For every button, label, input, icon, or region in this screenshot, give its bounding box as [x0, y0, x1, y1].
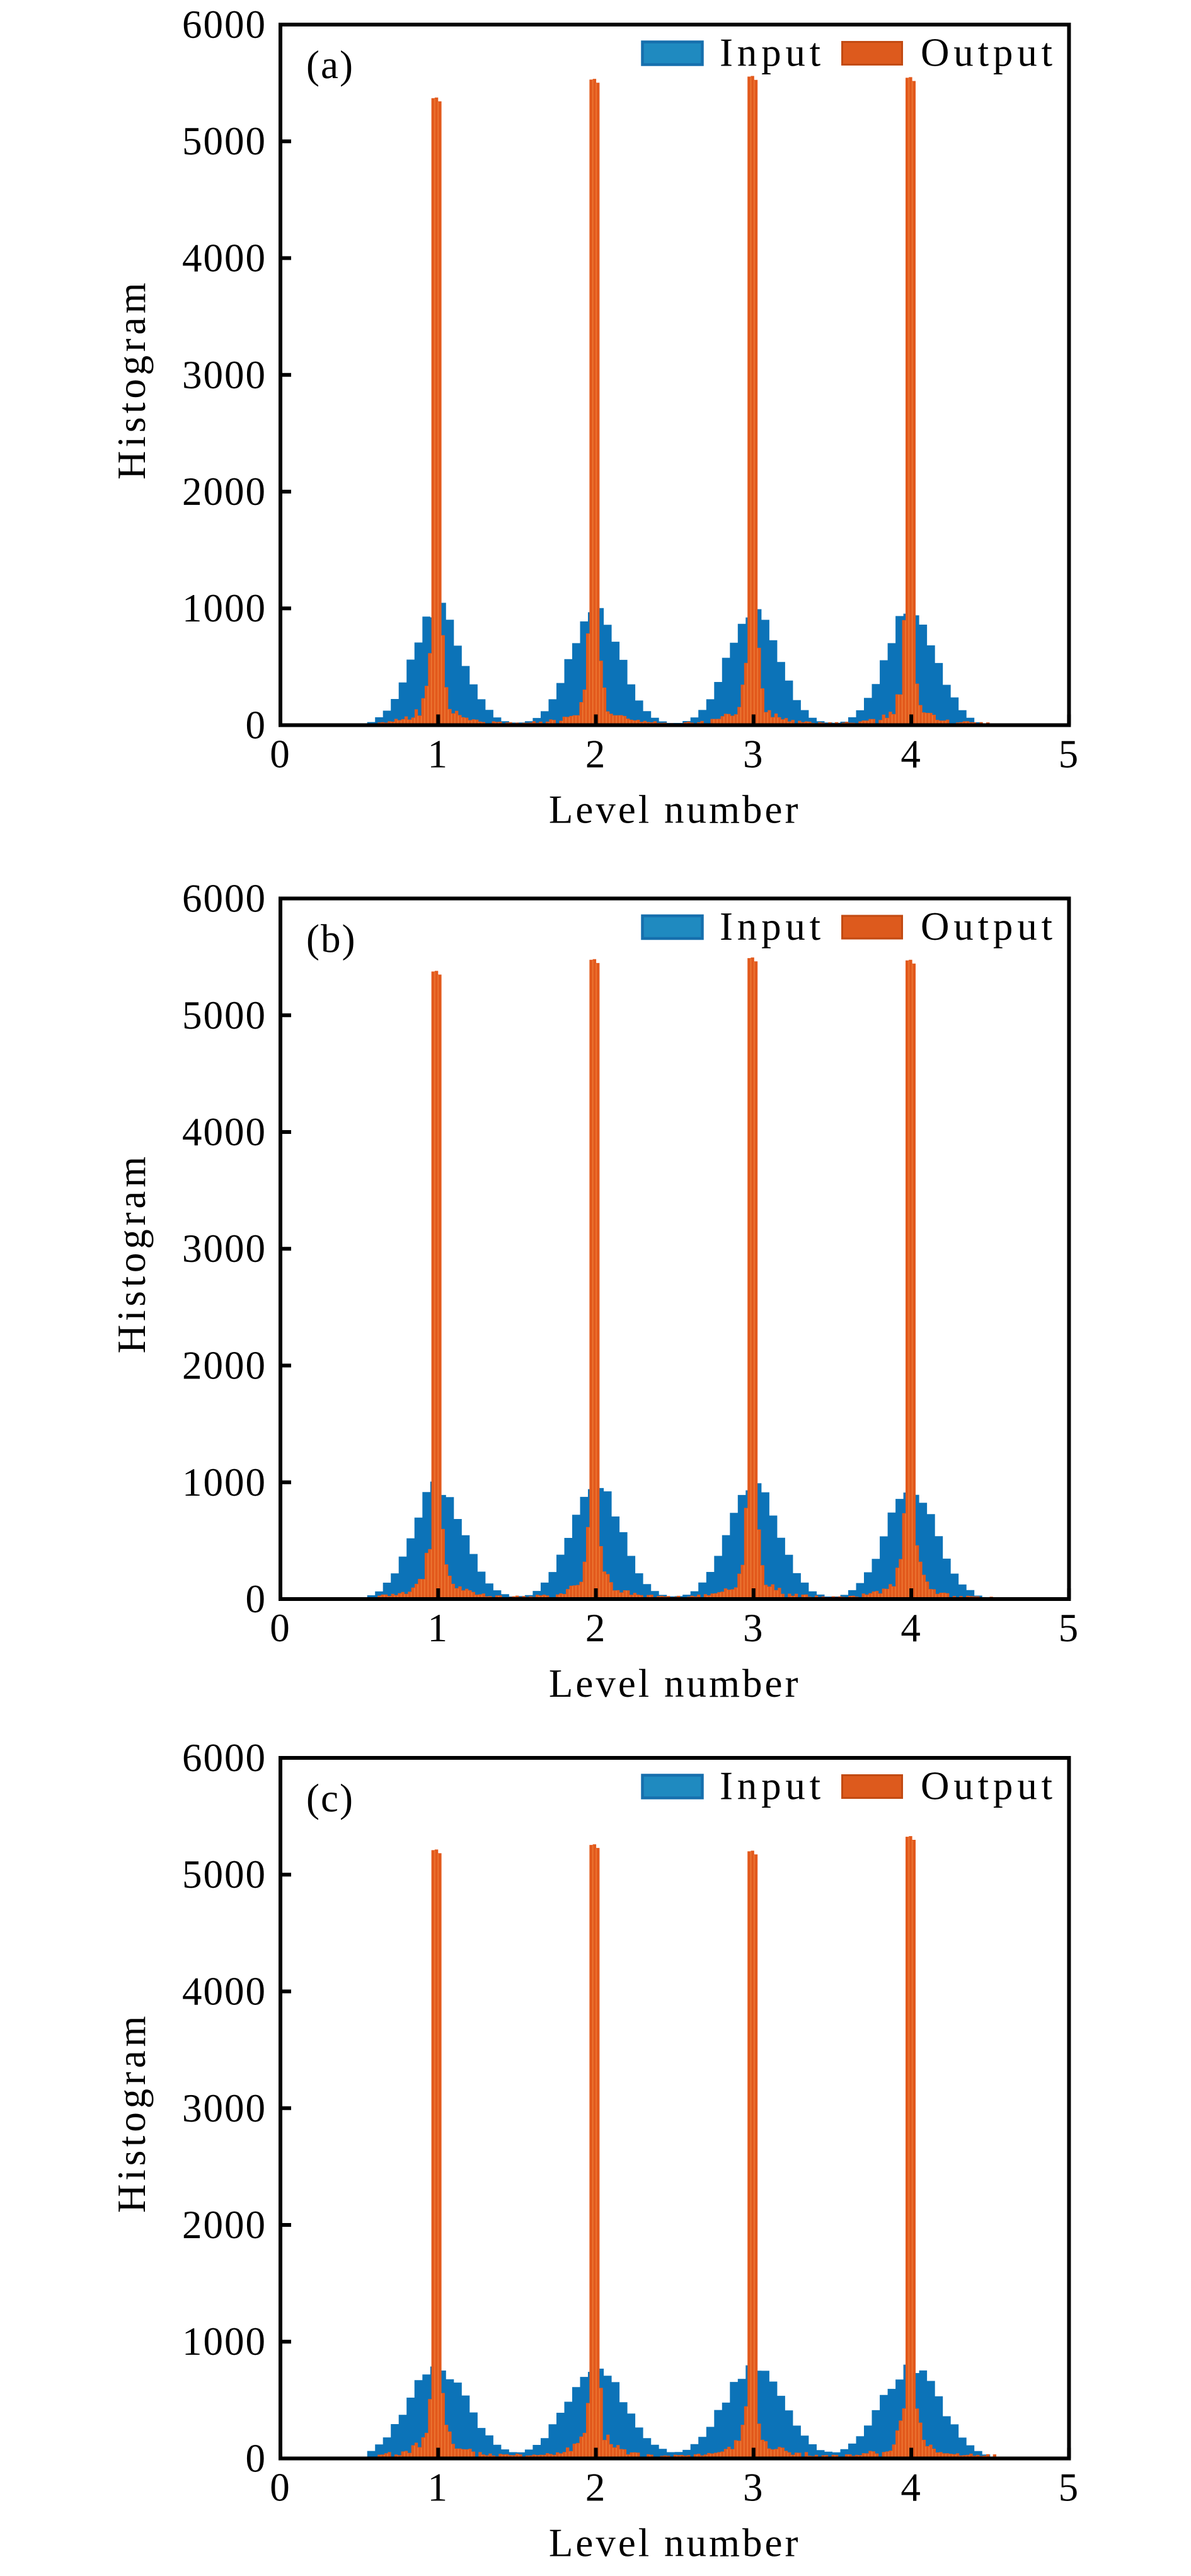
svg-text:3000: 3000: [182, 353, 267, 397]
svg-text:2: 2: [585, 732, 607, 777]
svg-text:Output: Output: [921, 31, 1057, 75]
svg-text:5: 5: [1059, 1606, 1080, 1650]
svg-text:2: 2: [585, 1606, 607, 1650]
svg-text:1000: 1000: [182, 586, 267, 630]
svg-text:3000: 3000: [182, 2086, 267, 2130]
svg-text:1: 1: [428, 2466, 449, 2510]
svg-text:(a): (a): [306, 43, 354, 87]
svg-text:0: 0: [246, 2437, 267, 2481]
svg-text:0: 0: [270, 732, 291, 777]
svg-text:1: 1: [428, 732, 449, 777]
svg-text:4000: 4000: [182, 1970, 267, 2014]
svg-text:Output: Output: [921, 1764, 1057, 1808]
svg-text:0: 0: [270, 1606, 291, 1650]
svg-text:4000: 4000: [182, 1110, 267, 1154]
svg-text:3: 3: [743, 2466, 764, 2510]
svg-text:3000: 3000: [182, 1227, 267, 1271]
svg-text:2000: 2000: [182, 470, 267, 514]
svg-text:4: 4: [900, 732, 922, 777]
svg-text:4000: 4000: [182, 236, 267, 280]
svg-text:2000: 2000: [182, 1344, 267, 1388]
svg-text:Histogram: Histogram: [110, 279, 154, 480]
svg-text:Input: Input: [720, 904, 825, 949]
svg-text:Input: Input: [720, 31, 825, 75]
svg-text:4: 4: [900, 2466, 922, 2510]
svg-text:2000: 2000: [182, 2203, 267, 2247]
svg-text:Histogram: Histogram: [110, 2013, 154, 2213]
svg-text:1000: 1000: [182, 1460, 267, 1505]
svg-text:4: 4: [900, 1606, 922, 1650]
svg-text:Input: Input: [720, 1764, 825, 1808]
svg-text:5000: 5000: [182, 1852, 267, 1897]
svg-text:Output: Output: [921, 904, 1057, 949]
svg-text:Level number: Level number: [549, 1661, 801, 1706]
svg-text:Histogram: Histogram: [110, 1153, 154, 1353]
svg-text:2: 2: [585, 2466, 607, 2510]
svg-text:(c): (c): [306, 1776, 354, 1820]
svg-text:5000: 5000: [182, 119, 267, 163]
svg-text:5000: 5000: [182, 993, 267, 1037]
svg-text:Level number: Level number: [549, 2521, 801, 2565]
svg-text:5: 5: [1059, 2466, 1080, 2510]
svg-text:(b): (b): [306, 917, 356, 961]
svg-text:6000: 6000: [182, 3, 267, 47]
svg-text:5: 5: [1059, 732, 1080, 777]
svg-text:1: 1: [428, 1606, 449, 1650]
svg-text:0: 0: [270, 2466, 291, 2510]
svg-text:6000: 6000: [182, 877, 267, 921]
svg-text:6000: 6000: [182, 1736, 267, 1780]
svg-text:1000: 1000: [182, 2319, 267, 2364]
svg-text:0: 0: [246, 703, 267, 748]
svg-text:3: 3: [743, 1606, 764, 1650]
svg-text:3: 3: [743, 732, 764, 777]
svg-text:Level number: Level number: [549, 788, 801, 832]
svg-text:0: 0: [246, 1577, 267, 1621]
